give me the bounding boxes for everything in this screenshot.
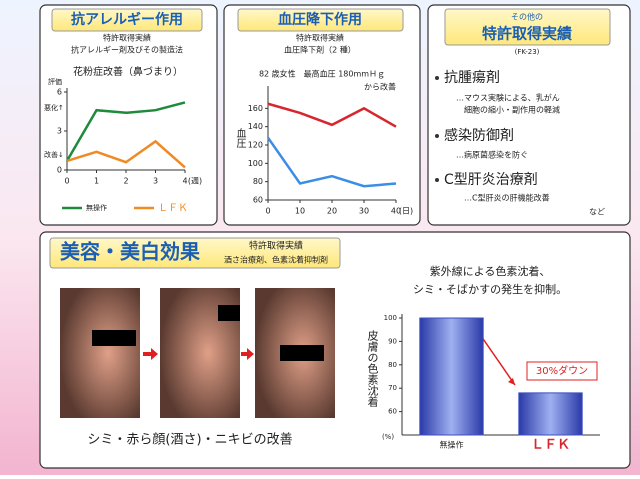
patent: 特許取得実績 xyxy=(249,240,303,252)
line xyxy=(66,139,186,169)
panel xyxy=(223,4,421,226)
annotation: 改善↓ xyxy=(44,150,64,159)
item-note: …病原菌感染を防ぐ xyxy=(456,150,528,160)
claim: 紫外線による色素沈着、 xyxy=(430,264,551,278)
y-label: 皮膚の色素沈着 xyxy=(366,330,379,408)
bullet xyxy=(435,76,439,80)
y-tick-label: 70 xyxy=(388,384,397,392)
x-tick-label: 1 xyxy=(94,177,99,186)
item-name: 抗腫瘍剤 xyxy=(444,69,500,86)
panel xyxy=(427,4,631,226)
legend-label: ＬＦＫ xyxy=(158,203,188,214)
patent: 特許取得実績 xyxy=(296,33,344,43)
x-label: (週) xyxy=(188,177,202,186)
item-name: C型肝炎治療剤 xyxy=(444,171,538,188)
annotation: 悪化↑ xyxy=(44,103,64,112)
y-unit: (%) xyxy=(382,433,394,441)
item-note: 細胞の縮小・副作用の軽減 xyxy=(464,105,560,115)
annotation: 30%ダウン xyxy=(536,364,588,377)
y-tick-label: 160 xyxy=(248,104,263,113)
patent-name: 血圧降下剤（2 種） xyxy=(284,45,356,55)
x-label: (日) xyxy=(399,207,413,216)
x-tick-label: 無操作 xyxy=(440,440,464,450)
x-tick-label: 30 xyxy=(359,207,369,216)
x-tick-label: 4 xyxy=(182,177,187,186)
x-tick-label: 10 xyxy=(295,207,305,216)
chart-title: 花粉症改善（鼻づまり） xyxy=(73,65,183,78)
y-tick-label: 3 xyxy=(57,127,62,136)
claim: シミ・そばかすの発生を抑制。 xyxy=(413,282,567,296)
bar xyxy=(518,392,583,436)
x-tick-label: 3 xyxy=(153,177,158,186)
y-tick-label: 6 xyxy=(57,88,62,97)
header-box xyxy=(51,8,203,32)
bullet xyxy=(435,178,439,182)
code: (FK-23) xyxy=(515,48,540,56)
drop-arrow-head xyxy=(508,378,515,385)
arrow xyxy=(143,348,158,360)
y-tick-label: 140 xyxy=(248,122,263,131)
line xyxy=(267,102,397,128)
footer: など xyxy=(589,208,605,217)
y-tick-label: 80 xyxy=(253,177,263,186)
chart-subtitle: から改善 xyxy=(364,82,396,92)
y-tick-label: 0 xyxy=(57,166,62,175)
bullet xyxy=(435,134,439,138)
header-box xyxy=(49,237,341,269)
x-tick-label: 20 xyxy=(327,207,337,216)
header-box xyxy=(444,8,611,46)
legend-label: 無操作 xyxy=(86,203,107,212)
eye-bar xyxy=(280,345,324,361)
y-tick-label: 100 xyxy=(248,159,263,168)
item-note: …C型肝炎の肝機能改善 xyxy=(464,193,550,203)
y-label: 評価 xyxy=(48,77,62,86)
x-tick-label: 0 xyxy=(265,207,270,216)
patent-name: 抗アレルギー剤及びその製造法 xyxy=(71,45,183,55)
y-tick-label: 80 xyxy=(388,361,397,369)
line xyxy=(266,136,397,188)
y-tick-label: 100 xyxy=(384,314,397,322)
photos xyxy=(60,288,335,418)
photo xyxy=(60,288,140,418)
item-note: …マウス実験による、乳がん xyxy=(456,93,560,103)
bar xyxy=(419,317,484,436)
line xyxy=(65,101,186,162)
header-box xyxy=(237,8,404,32)
y-tick-label: 60 xyxy=(388,408,397,416)
annotation-box xyxy=(526,361,598,381)
y-tick-label: 90 xyxy=(388,337,397,345)
x-tick-label: 2 xyxy=(123,177,128,186)
eye-bar xyxy=(218,305,240,321)
panel-title: 美容・美白効果 xyxy=(60,240,200,264)
patent: 特許取得実績 xyxy=(103,33,151,43)
panel-title: 血圧降下作用 xyxy=(278,11,362,28)
panel-title: 抗アレルギー作用 xyxy=(71,11,183,28)
x-tick-label: 0 xyxy=(64,177,69,186)
arrow xyxy=(241,348,254,360)
y-tick-label: 120 xyxy=(248,141,263,150)
eye-bar xyxy=(92,330,136,346)
x-tick-label: 40 xyxy=(391,207,401,216)
caption: シミ・赤ら顔(酒さ)・ニキビの改善 xyxy=(87,432,292,448)
item-name: 感染防御剤 xyxy=(444,127,514,144)
x-tick-label: ＬＦＫ xyxy=(531,438,570,453)
panel-title: 特許取得実績 xyxy=(482,25,572,43)
item-list: 抗腫瘍剤 …マウス実験による、乳がん 細胞の縮小・副作用の軽減 感染防御剤 …病… xyxy=(435,69,605,217)
y-label: 血圧 xyxy=(234,127,246,149)
y-tick-label: 60 xyxy=(253,196,263,205)
patent-name: 酒さ治療剤、色素沈着抑制剤 xyxy=(224,255,328,265)
chart-title: 82 歳女性 最高血圧 180mmＨｇ xyxy=(259,69,385,79)
panel-pretitle: その他の xyxy=(511,12,543,22)
